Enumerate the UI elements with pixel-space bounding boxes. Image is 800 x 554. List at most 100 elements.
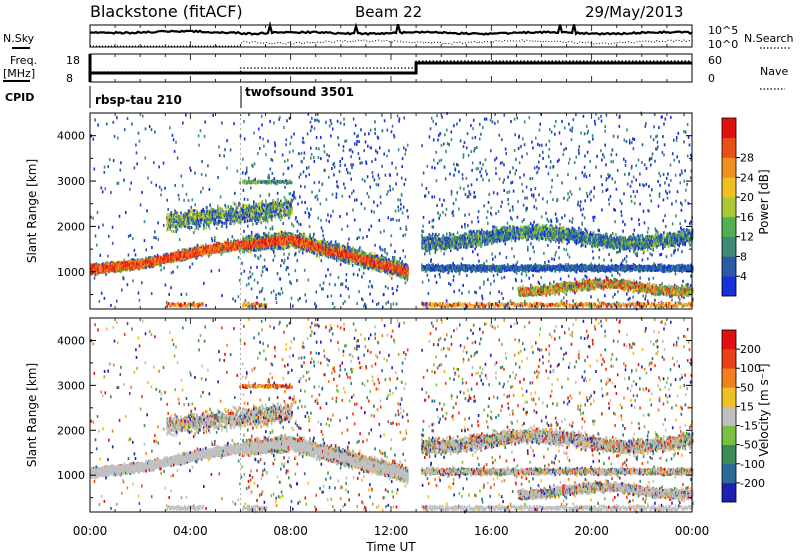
- data-cell: [133, 264, 136, 268]
- data-cell: [242, 210, 244, 214]
- data-cell: [145, 256, 147, 260]
- data-cell: [250, 181, 252, 185]
- data-cell: [117, 266, 120, 270]
- data-cell: [229, 249, 231, 253]
- data-cell: [184, 304, 186, 308]
- data-cell: [120, 161, 122, 165]
- data-cell: [234, 191, 236, 195]
- data-cell: [229, 207, 232, 211]
- data-cell: [171, 133, 174, 137]
- data-cell: [147, 176, 149, 180]
- data-cell: [255, 243, 258, 247]
- data-cell: [261, 200, 263, 204]
- data-cell: [170, 286, 172, 290]
- data-cell: [256, 265, 258, 269]
- data-cell: [138, 298, 141, 302]
- data-cell: [126, 265, 128, 269]
- data-cell: [186, 257, 189, 260]
- data-cell: [125, 262, 127, 266]
- data-cell: [125, 260, 127, 264]
- data-cell: [271, 214, 273, 218]
- data-cell: [246, 167, 248, 171]
- nave-trace: [90, 60, 692, 73]
- data-cell: [211, 239, 214, 243]
- data-cell: [193, 302, 196, 306]
- data-cell: [151, 246, 153, 249]
- data-cell: [187, 199, 190, 202]
- data-cell: [109, 158, 111, 162]
- data-cell: [196, 211, 199, 215]
- data-cell: [210, 220, 212, 224]
- data-cell: [177, 221, 180, 225]
- data-cell: [225, 221, 228, 225]
- data-cell: [261, 270, 264, 274]
- data-cell: [141, 265, 143, 268]
- data-cell: [170, 213, 173, 217]
- data-cell: [189, 166, 191, 170]
- data-cell: [123, 265, 125, 269]
- data-cell: [175, 218, 177, 222]
- data-cell: [168, 224, 170, 228]
- data-cell: [254, 177, 257, 181]
- data-cell: [256, 281, 259, 285]
- data-cell: [181, 225, 183, 229]
- data-cell: [171, 252, 174, 256]
- data-cell: [135, 151, 138, 155]
- data-cell: [193, 217, 196, 221]
- data-cell: [104, 187, 107, 191]
- data-cell: [259, 147, 261, 150]
- data-cell: [102, 262, 104, 266]
- data-cell: [189, 265, 191, 269]
- data-cell: [127, 264, 129, 268]
- data-cell: [170, 224, 172, 228]
- data-cell: [235, 202, 237, 206]
- data-cell: [177, 215, 179, 219]
- cpid-label: CPID: [5, 91, 34, 104]
- data-cell: [170, 211, 173, 214]
- data-cell: [220, 215, 222, 219]
- data-cell: [107, 266, 110, 270]
- data-cell: [117, 261, 120, 265]
- data-cell: [187, 218, 189, 222]
- data-cell: [241, 261, 243, 265]
- data-cell: [200, 212, 203, 216]
- data-cell: [214, 236, 216, 240]
- data-cell: [269, 120, 271, 123]
- data-cell: [229, 148, 232, 152]
- data-cell: [105, 273, 107, 277]
- data-cell: [190, 210, 193, 214]
- data-cell: [154, 255, 156, 259]
- data-cell: [129, 187, 131, 191]
- data-cell: [113, 134, 116, 138]
- data-cell: [253, 162, 256, 166]
- data-cell: [273, 250, 275, 254]
- data-cell: [157, 260, 159, 264]
- data-cell: [263, 297, 266, 301]
- data-cell: [174, 183, 176, 187]
- data-cell: [155, 183, 157, 187]
- data-cell: [157, 255, 159, 259]
- freq-label-1: Freq.: [10, 54, 37, 67]
- data-cell: [132, 258, 135, 262]
- data-cell: [133, 166, 136, 170]
- data-cell: [199, 129, 202, 133]
- data-cell: [128, 261, 131, 265]
- data-cell: [163, 256, 166, 260]
- data-cell: [157, 262, 160, 266]
- data-cell: [169, 212, 171, 216]
- data-cell: [99, 268, 102, 272]
- data-cell: [94, 263, 97, 267]
- data-cell: [93, 263, 95, 267]
- data-cell: [199, 214, 201, 218]
- data-cell: [195, 222, 198, 226]
- data-cell: [105, 122, 108, 126]
- data-cell: [185, 113, 187, 117]
- data-cell: [172, 230, 175, 233]
- data-cell: [172, 304, 175, 308]
- data-cell: [168, 220, 171, 224]
- data-cell: [185, 304, 187, 308]
- nsearch-label: N.Search: [744, 32, 794, 45]
- data-cell: [242, 235, 244, 239]
- data-cell: [187, 225, 190, 229]
- data-cell: [273, 254, 276, 258]
